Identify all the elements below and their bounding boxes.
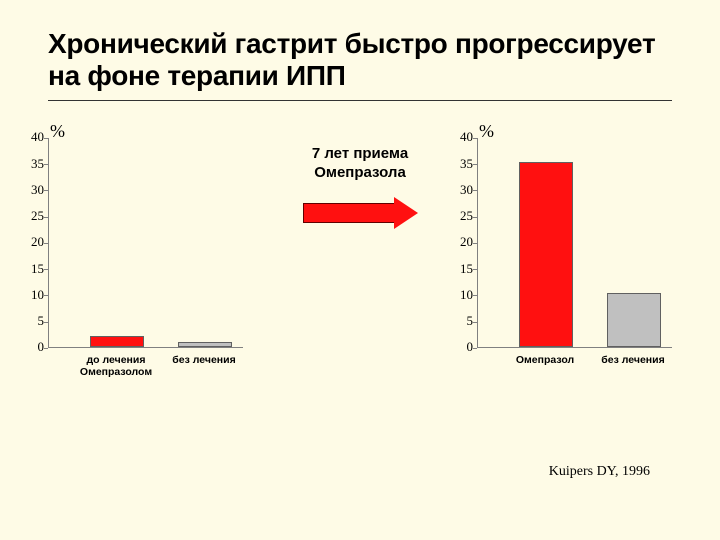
bar [90, 336, 144, 347]
y-tick-label: 0 [38, 339, 49, 355]
arrow-head [394, 197, 418, 229]
bar [178, 342, 232, 347]
category-label: без лечения [588, 348, 678, 366]
arrow-icon [303, 197, 418, 229]
y-tick-label: 0 [467, 339, 478, 355]
y-tick-label: 15 [460, 261, 477, 277]
category-label: Омепразол [500, 348, 590, 366]
y-tick-label: 5 [38, 313, 49, 329]
slide-title: Хронический гастрит быстро прогрессирует… [48, 28, 672, 98]
y-tick-label: 40 [31, 129, 48, 145]
right-chart: 0510152025303540Омепразолбез лечения [477, 138, 672, 348]
y-tick-label: 30 [31, 182, 48, 198]
y-tick-label: 25 [460, 208, 477, 224]
y-tick-label: 35 [31, 156, 48, 172]
y-tick-label: 10 [31, 287, 48, 303]
mid-caption: 7 лет приемаОмепразола [312, 145, 408, 183]
y-tick-label: 20 [460, 234, 477, 250]
right-chart-column: % 0510152025303540Омепразолбез лечения [477, 121, 672, 348]
bar [519, 162, 573, 348]
y-tick-label: 5 [467, 313, 478, 329]
left-chart: 0510152025303540до леченияОмепразоломбез… [48, 138, 243, 348]
middle-column: 7 лет приемаОмепразола [303, 145, 418, 229]
bar [607, 293, 661, 348]
left-chart-column: % 0510152025303540до леченияОмепразоломб… [48, 121, 243, 348]
y-tick-label: 30 [460, 182, 477, 198]
citation: Kuipers DY, 1996 [549, 464, 650, 480]
charts-row: % 0510152025303540до леченияОмепразоломб… [48, 121, 672, 348]
y-tick-label: 25 [31, 208, 48, 224]
slide-root: Хронический гастрит быстро прогрессирует… [0, 0, 720, 540]
y-tick-label: 15 [31, 261, 48, 277]
y-tick-label: 35 [460, 156, 477, 172]
category-label: до леченияОмепразолом [71, 348, 161, 378]
y-tick-label: 10 [460, 287, 477, 303]
y-tick-label: 20 [31, 234, 48, 250]
y-axis [48, 138, 49, 348]
title-underline [48, 100, 672, 101]
y-axis [477, 138, 478, 348]
category-label: без лечения [159, 348, 249, 366]
arrow-shaft [303, 203, 394, 223]
y-tick-label: 40 [460, 129, 477, 145]
